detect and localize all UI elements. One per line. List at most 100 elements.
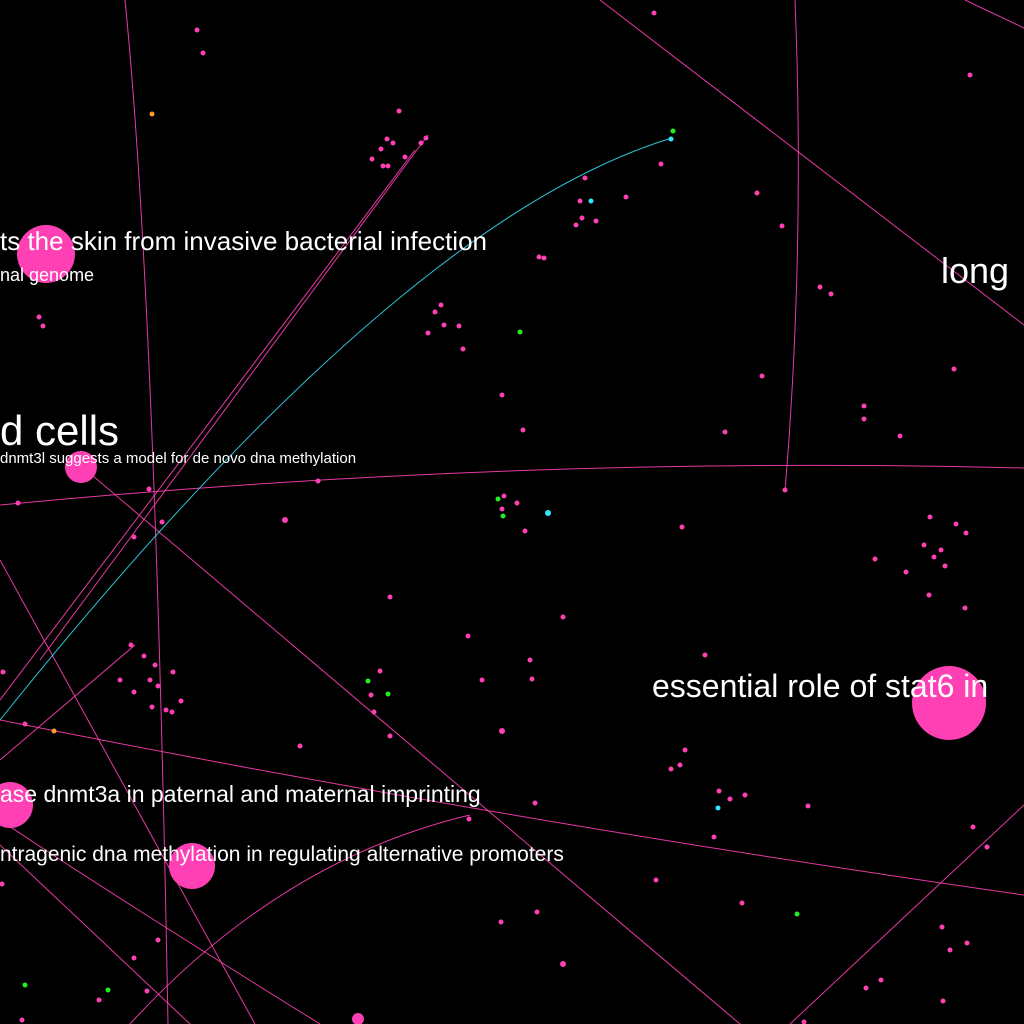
graph-node[interactable] (520, 427, 526, 433)
graph-node[interactable] (396, 108, 402, 114)
graph-node[interactable] (759, 373, 765, 379)
graph-node[interactable] (545, 510, 551, 516)
graph-node[interactable] (536, 254, 542, 260)
graph-node[interactable] (479, 677, 485, 683)
graph-node[interactable] (939, 924, 945, 930)
graph-node[interactable] (921, 542, 927, 548)
graph-node[interactable] (390, 140, 396, 146)
graph-node[interactable] (147, 677, 153, 683)
graph-node[interactable] (178, 698, 184, 704)
graph-node[interactable] (668, 766, 674, 772)
graph-node[interactable] (15, 500, 21, 506)
graph-node[interactable] (169, 709, 175, 715)
graph-node[interactable] (282, 517, 288, 523)
graph-node[interactable] (384, 136, 390, 142)
graph-node[interactable] (131, 689, 137, 695)
graph-node[interactable] (926, 592, 932, 598)
graph-node[interactable] (560, 614, 566, 620)
graph-node[interactable] (438, 302, 444, 308)
node-label-cells[interactable]: d cells (0, 407, 119, 454)
graph-node[interactable] (425, 330, 431, 336)
graph-node[interactable] (40, 323, 46, 329)
graph-node[interactable] (529, 676, 535, 682)
graph-node[interactable] (194, 27, 200, 33)
graph-node[interactable] (532, 800, 538, 806)
graph-node[interactable] (702, 652, 708, 658)
graph-node[interactable] (387, 594, 393, 600)
graph-node[interactable] (96, 997, 102, 1003)
graph-node[interactable] (155, 683, 161, 689)
graph-node[interactable] (805, 803, 811, 809)
graph-node[interactable] (499, 506, 505, 512)
graph-node[interactable] (51, 728, 57, 734)
graph-node[interactable] (677, 762, 683, 768)
graph-node[interactable] (131, 955, 137, 961)
graph-node[interactable] (146, 486, 152, 492)
graph-node[interactable] (716, 788, 722, 794)
graph-node[interactable] (297, 743, 303, 749)
graph-node[interactable] (658, 161, 664, 167)
graph-node[interactable] (962, 605, 968, 611)
node-label-promoters[interactable]: ntragenic dna methylation in regulating … (0, 843, 564, 866)
node-label-dnmt3l[interactable]: dnmt3l suggests a model for de novo dna … (0, 450, 356, 467)
graph-node[interactable] (19, 1017, 25, 1023)
graph-node[interactable] (0, 669, 6, 675)
graph-node[interactable] (754, 190, 760, 196)
graph-node[interactable] (727, 796, 733, 802)
graph-node[interactable] (579, 215, 585, 221)
graph-node[interactable] (653, 877, 659, 883)
graph-node[interactable] (903, 569, 909, 575)
graph-node[interactable] (128, 642, 134, 648)
graph-node[interactable] (817, 284, 823, 290)
graph-node[interactable] (527, 657, 533, 663)
graph-node[interactable] (953, 521, 959, 527)
node-label-stat6[interactable]: essential role of stat6 in (652, 668, 988, 704)
graph-node[interactable] (861, 403, 867, 409)
graph-node[interactable] (456, 323, 462, 329)
graph-node[interactable] (739, 900, 745, 906)
graph-node[interactable] (742, 792, 748, 798)
graph-node[interactable] (715, 805, 721, 811)
graph-node[interactable] (378, 146, 384, 152)
graph-node[interactable] (967, 72, 973, 78)
graph-node[interactable] (927, 514, 933, 520)
graph-node[interactable] (200, 50, 206, 56)
graph-node[interactable] (498, 919, 504, 925)
graph-node[interactable] (828, 291, 834, 297)
graph-node[interactable] (152, 662, 158, 668)
graph-node-large[interactable] (0, 782, 33, 828)
graph-node[interactable] (105, 987, 111, 993)
graph-node[interactable] (577, 198, 583, 204)
graph-node[interactable] (514, 500, 520, 506)
graph-node[interactable] (668, 136, 674, 142)
graph-node[interactable] (131, 534, 137, 540)
graph-node[interactable] (984, 844, 990, 850)
graph-node[interactable] (522, 528, 528, 534)
graph-node[interactable] (432, 309, 438, 315)
graph-node[interactable] (801, 1019, 807, 1024)
graph-node[interactable] (368, 692, 374, 698)
graph-node[interactable] (872, 556, 878, 562)
graph-node[interactable] (940, 998, 946, 1004)
graph-node[interactable] (387, 733, 393, 739)
graph-node[interactable] (588, 198, 594, 204)
graph-node[interactable] (159, 519, 165, 525)
graph-node[interactable] (951, 366, 957, 372)
graph-node[interactable] (22, 982, 28, 988)
graph-node[interactable] (500, 513, 506, 519)
graph-node[interactable] (593, 218, 599, 224)
graph-node[interactable] (964, 940, 970, 946)
graph-node[interactable] (144, 988, 150, 994)
graph-node[interactable] (897, 433, 903, 439)
graph-node[interactable] (117, 677, 123, 683)
graph-node[interactable] (534, 909, 540, 915)
graph-node[interactable] (315, 478, 321, 484)
graph-node[interactable] (441, 322, 447, 328)
graph-node[interactable] (517, 329, 523, 335)
graph-node[interactable] (623, 194, 629, 200)
graph-node[interactable] (963, 530, 969, 536)
graph-node-large[interactable] (65, 451, 97, 483)
node-label-long[interactable]: long (941, 250, 1009, 291)
graph-node[interactable] (878, 977, 884, 983)
